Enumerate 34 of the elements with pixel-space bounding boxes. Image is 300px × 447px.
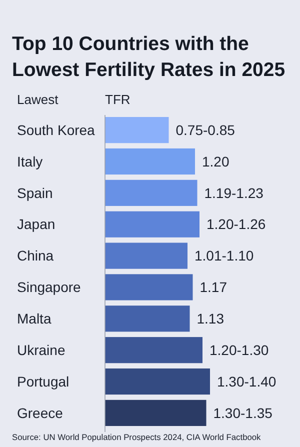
y-tick-label: South Korea [17, 122, 96, 138]
y-tick-label: Portugal [17, 373, 70, 390]
y-tick-label: Malta [17, 310, 52, 327]
y-tick-label: Japan [17, 216, 56, 232]
bar [105, 274, 193, 300]
y-tick-label: China [17, 248, 54, 264]
bar [105, 180, 198, 206]
data-label: 1.20-1.26 [206, 216, 266, 232]
y-tick-label: Spain [17, 184, 53, 201]
y-tick-label: Ukraine [17, 342, 66, 358]
bar [105, 368, 210, 395]
data-label: 1.01-1.10 [194, 248, 254, 264]
y-tick-label: Greece [17, 404, 64, 421]
data-label: 1.20-1.30 [210, 342, 269, 358]
bar [105, 148, 195, 175]
bar [105, 211, 200, 238]
data-label: 1.20 [202, 153, 230, 170]
data-label: 1.19-1.23 [204, 184, 264, 201]
annotation: Source: UN World Population Prospects 2024, CIA World Factbook [12, 432, 262, 442]
bar [105, 400, 206, 426]
data-label: 1.13 [196, 310, 224, 327]
x-axis-title: TFR [105, 92, 130, 107]
bar [105, 242, 188, 269]
y-axis-title: Lawest [17, 92, 59, 107]
y-tick-label: Italy [17, 153, 43, 170]
data-label: 1.30-1.40 [217, 373, 276, 390]
data-label: 0.75-0.85 [176, 122, 236, 138]
chart-title: Top 10 Countries with the Lowest Fertility Rates in 2025 [12, 33, 286, 81]
y-tick-label: Singapore [17, 279, 82, 296]
data-label: 1.17 [200, 279, 228, 296]
bar [105, 306, 190, 332]
data-label: 1.30-1.35 [213, 404, 273, 421]
bar [105, 337, 202, 364]
bar [105, 117, 169, 144]
